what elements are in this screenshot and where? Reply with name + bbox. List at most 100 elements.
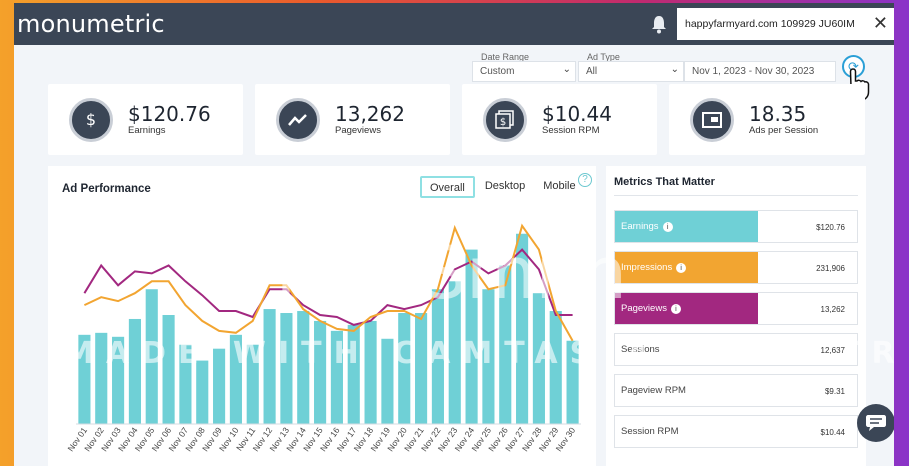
metric-bar-fill (615, 252, 758, 283)
chart-bar (229, 334, 242, 424)
chevron-down-icon: ⌄ (670, 64, 679, 75)
chart-bar (347, 324, 360, 424)
panel-title: Metrics That Matter (614, 176, 715, 188)
kpi-value: 18.35 (749, 101, 807, 126)
metric-bar-fill (615, 293, 758, 324)
info-icon[interactable]: i (676, 262, 687, 273)
metric-row-sessions[interactable]: Sessions 12,637 (614, 333, 858, 366)
info-icon[interactable]: i (670, 303, 681, 314)
chart-bar (297, 311, 310, 424)
metric-value: $10.44 (820, 428, 845, 437)
chart-bar (549, 311, 562, 424)
date-range-value: Custom (480, 66, 515, 77)
dollar-icon: $ (69, 97, 113, 142)
metric-value: 13,262 (820, 305, 845, 314)
metric-value: $9.31 (824, 387, 845, 396)
chart-bar (398, 313, 411, 424)
metric-name-label: Pageviews (621, 303, 667, 314)
svg-text:$: $ (500, 117, 506, 128)
metric-row-pageview-rpm[interactable]: Pageview RPM $9.31 (614, 374, 858, 407)
kpi-value: $10.44 (542, 101, 612, 126)
kpi-value: $120.76 (128, 101, 211, 126)
logo[interactable]: monumetric (17, 10, 165, 38)
chart-bar (415, 313, 428, 424)
svg-text:$: $ (86, 110, 96, 129)
metric-name-label: Pageview RPM (621, 385, 686, 396)
date-range-label: Date Range (481, 52, 530, 62)
kpi-card-ads-per-session: 18.35 Ads per Session (669, 84, 865, 155)
kpi-card-pageviews: 13,262 Pageviews (255, 84, 450, 155)
chart-bar (179, 344, 192, 424)
chart-bar (78, 334, 91, 424)
chart-bar (364, 320, 377, 424)
tab-desktop[interactable]: Desktop (484, 180, 526, 192)
metric-row-pageviews[interactable]: Pageviews i 13,262 (614, 292, 858, 325)
tab-mobile[interactable]: Mobile (543, 180, 576, 192)
chart-bar (381, 338, 394, 424)
metric-name-label: Earnings (621, 221, 659, 232)
chart-bar (516, 233, 529, 424)
date-range-input[interactable]: Nov 1, 2023 - Nov 30, 2023 (684, 61, 836, 82)
app-window: monumetric happyfarmyard.com 109929 JU60… (14, 3, 894, 466)
date-range-select[interactable]: Custom ⌄ (472, 61, 576, 82)
metric-name: Sessions (621, 344, 660, 355)
ad-type-value: All (586, 66, 598, 77)
chart-bar (532, 293, 545, 424)
chart-bar (465, 249, 478, 424)
metric-value: 231,906 (816, 264, 845, 273)
metrics-panel: Metrics That Matter Earnings i $120.76 Impr… (606, 166, 866, 466)
metric-name: Session RPM (621, 426, 679, 437)
ad-type-label: Ad Type (587, 52, 620, 62)
chart-bar (431, 289, 444, 424)
chart-bar (246, 344, 259, 424)
kpi-card-session-rpm: $ $10.44 Session RPM (462, 84, 657, 155)
metric-name-label: Sessions (621, 344, 660, 355)
kpi-label: Pageviews (335, 124, 381, 136)
chart-bar (263, 309, 276, 424)
chart-bar (145, 289, 158, 424)
ad-performance-panel: Ad Performance Overall Desktop Mobile ? … (48, 166, 596, 466)
watermark-brand: TechSmith (264, 231, 627, 315)
metric-value: 12,637 (820, 346, 845, 355)
bell-icon[interactable] (650, 14, 668, 34)
divider (614, 195, 858, 196)
metric-name-label: Session RPM (621, 426, 679, 437)
trend-line-icon (276, 97, 320, 142)
chart-bar (314, 320, 327, 424)
ad-type-select[interactable]: All ⌄ (578, 61, 684, 82)
date-range-input-value: Nov 1, 2023 - Nov 30, 2023 (692, 66, 815, 77)
chart-bar (95, 332, 108, 424)
help-icon[interactable]: ? (578, 173, 592, 187)
kpi-label: Earnings (128, 124, 166, 136)
chart-series-line-1 (83, 248, 573, 326)
metric-name: Earnings i (621, 221, 673, 232)
refresh-icon: ⟳ (848, 58, 859, 74)
metric-name: Impressions i (621, 262, 687, 273)
metric-row-earnings[interactable]: Earnings i $120.76 (614, 210, 858, 243)
chart-series-line-2 (83, 223, 574, 342)
tab-overall[interactable]: Overall (420, 176, 475, 198)
site-selector-value: happyfarmyard.com 109929 JU60IM (685, 18, 855, 30)
chart-bar (499, 265, 512, 424)
metric-value: $120.76 (816, 223, 845, 232)
info-icon[interactable]: i (662, 221, 673, 232)
metric-name: Pageview RPM (621, 385, 686, 396)
chat-icon (866, 415, 886, 431)
metric-row-session-rpm[interactable]: Session RPM $10.44 (614, 415, 858, 448)
kpi-card-earnings: $ $120.76 Earnings (48, 84, 243, 155)
metric-row-impressions[interactable]: Impressions i 231,906 (614, 251, 858, 284)
chart-bar (330, 330, 343, 424)
kpi-label: Session RPM (542, 124, 600, 136)
close-icon[interactable]: ✕ (872, 13, 888, 34)
chart-bar (112, 336, 125, 424)
chart-bar (128, 318, 141, 424)
site-selector[interactable]: happyfarmyard.com 109929 JU60IM ✕ (677, 8, 894, 40)
kpi-value: 13,262 (335, 101, 405, 126)
money-stack-icon: $ (483, 97, 527, 142)
watermark-notice: MADE WITH CAMTASIA FREE TRIAL (64, 336, 894, 371)
top-navigation-bar: monumetric happyfarmyard.com 109929 JU60… (14, 3, 894, 45)
chevron-down-icon: ⌄ (562, 64, 571, 75)
device-tabs: Overall Desktop Mobile (420, 176, 586, 198)
chat-button[interactable] (857, 404, 894, 442)
